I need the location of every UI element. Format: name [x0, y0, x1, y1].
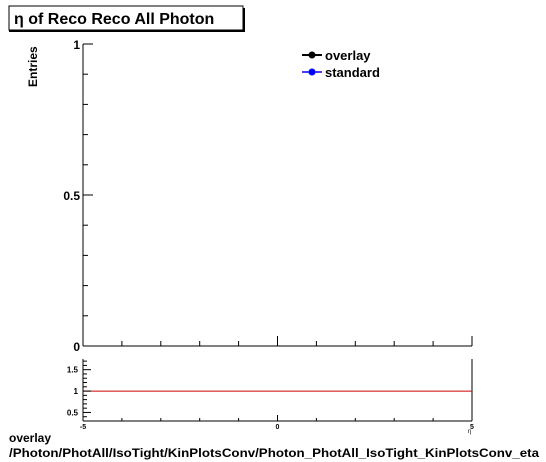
- main-y-ticks: 00.51: [63, 38, 93, 354]
- legend: overlay standard: [302, 48, 380, 80]
- footer-histogram-path: /Photon/PhotAll/IsoTight/KinPlotsConv/Ph…: [9, 446, 539, 460]
- legend-overlay-label: overlay: [325, 48, 371, 63]
- footer-overlay-label: overlay: [9, 431, 51, 445]
- title-box-shadow: [9, 30, 243, 32]
- chart-title: η of Reco Reco All Photon: [14, 11, 214, 28]
- title-box: [8, 5, 244, 31]
- main-y-tick-label: 0.5: [63, 189, 80, 203]
- ratio-y-tick-label: 0.5: [67, 408, 79, 417]
- y-axis-label: Entries: [26, 46, 40, 87]
- ratio-y-tick-label: 1: [74, 387, 79, 396]
- legend-standard-label: standard: [325, 65, 380, 80]
- title-box-shadow-side: [243, 8, 245, 32]
- main-y-tick-label: 1: [73, 38, 80, 52]
- ratio-x-tick-label: -5: [80, 424, 86, 431]
- ratio-x-ticks: -5 0 5: [80, 415, 474, 431]
- main-y-tick-label: 0: [73, 340, 80, 354]
- ratio-y-ticks: 0.5 1 1.5: [67, 360, 91, 417]
- ratio-x-unit-mark: η: [468, 429, 471, 435]
- main-x-ticks: [82, 336, 473, 346]
- ratio-y-tick-label: 1.5: [67, 366, 79, 375]
- ratio-x-tick-label: 5: [470, 424, 474, 431]
- legend-standard-marker: [308, 68, 316, 76]
- ratio-x-tick-label: 0: [276, 424, 280, 431]
- legend-overlay-marker: [308, 51, 316, 59]
